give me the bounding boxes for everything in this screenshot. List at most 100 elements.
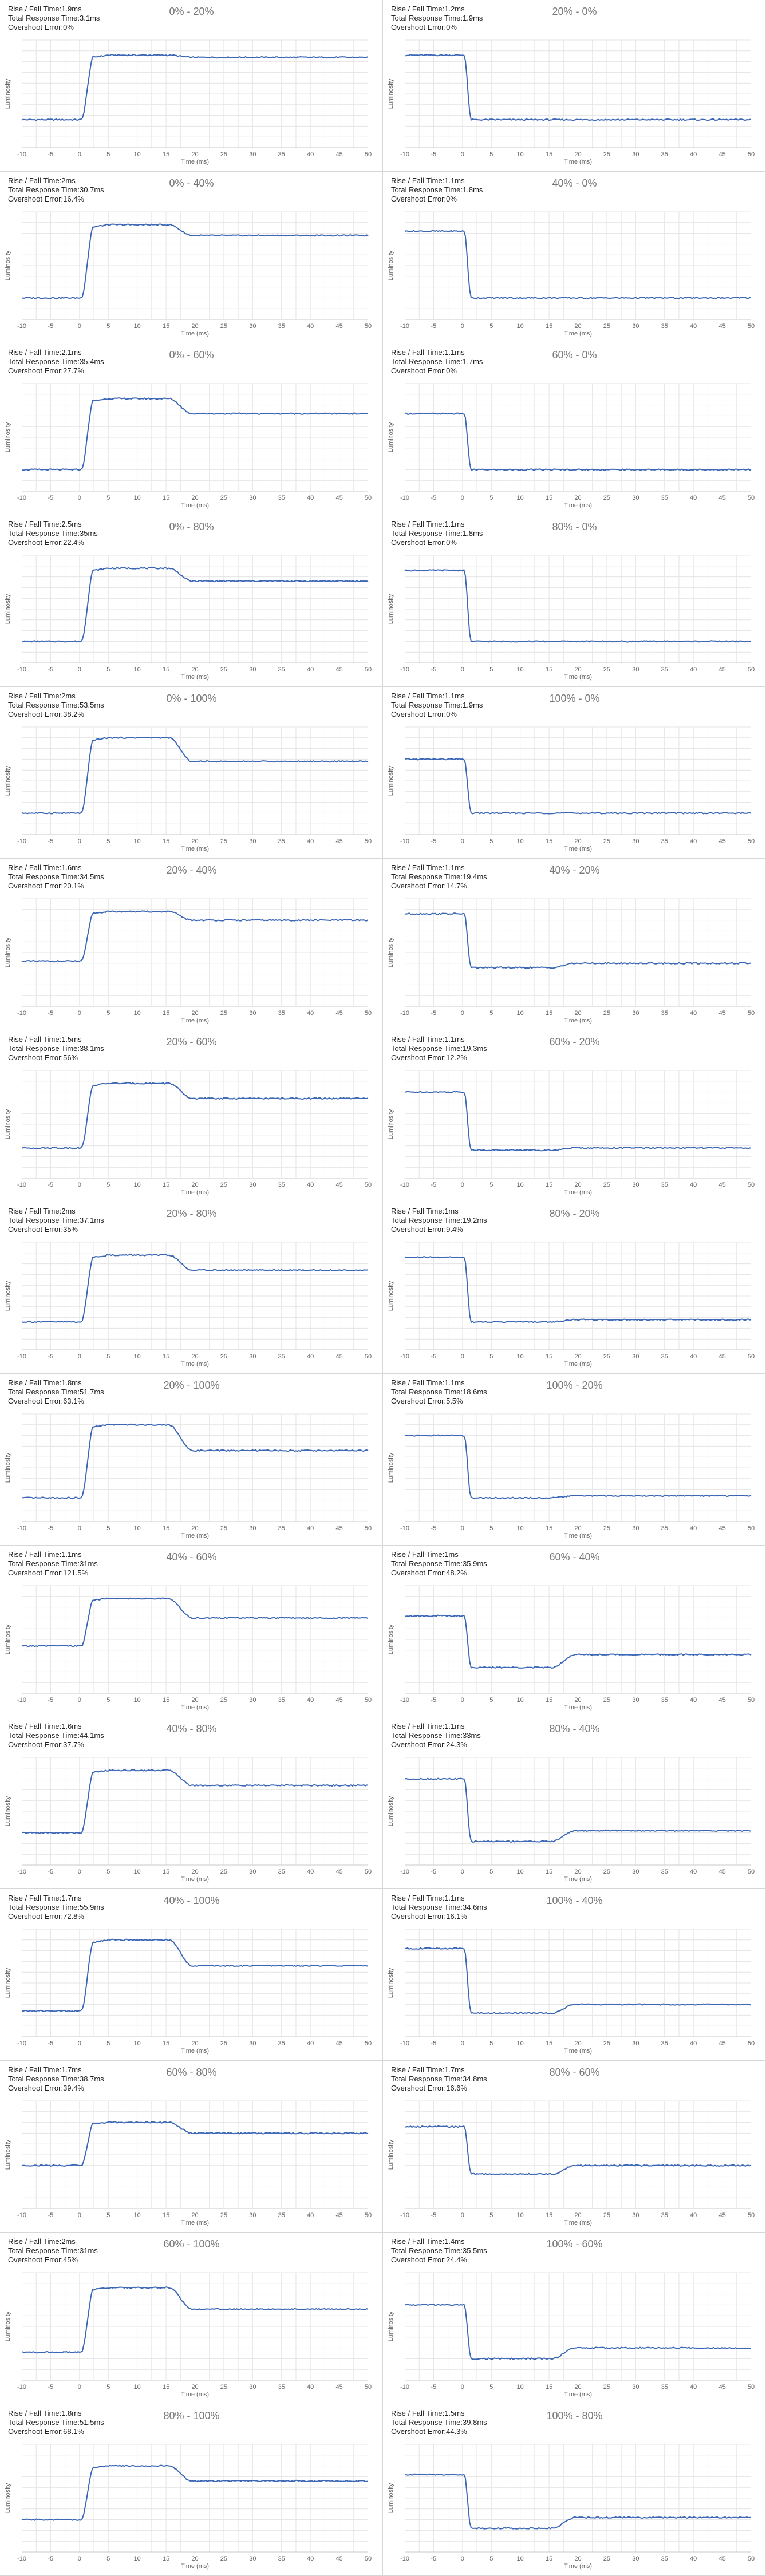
x-tick-label: 5 [489, 666, 493, 673]
x-axis-label: Time (ms) [181, 159, 209, 165]
y-axis-label: Luminosity [388, 1624, 394, 1654]
x-tick-label: 50 [748, 1697, 755, 1704]
chart-plot: -10 -5 0 5 10 15 20 25 30 35 40 45 50 Time (ms) Lumino… [5, 383, 372, 509]
x-tick-label: 0 [461, 2212, 464, 2219]
overshoot-error-line: Overshoot Error:27.7% [8, 366, 104, 376]
luminosity-trace [21, 223, 369, 299]
x-tick-label: 50 [748, 666, 755, 673]
overshoot-error-value: 16.6% [446, 2084, 467, 2092]
rise-fall-time-line: Rise / Fall Time:1.1ms [391, 692, 483, 701]
stats-block: Rise / Fall Time:2.5ms Total Response Tim… [8, 520, 98, 547]
rise-fall-time-label: Rise / Fall Time: [8, 2065, 62, 2074]
overshoot-error-line: Overshoot Error:37.7% [8, 1740, 104, 1749]
overshoot-error-label: Overshoot Error: [391, 1225, 447, 1234]
x-tick-label: -10 [17, 323, 26, 330]
x-tick-label: -10 [400, 838, 409, 845]
x-tick-label: -5 [48, 151, 54, 158]
rise-fall-time-value: 1.5ms [444, 2409, 465, 2417]
x-tick-label: 10 [134, 2384, 141, 2391]
stats-block: Rise / Fall Time:1.1ms Total Response Tim… [391, 176, 483, 204]
rise-fall-time-line: Rise / Fall Time:1ms [391, 1207, 487, 1216]
x-tick-label: 35 [661, 2040, 668, 2047]
x-tick-label: -5 [431, 2555, 437, 2562]
x-tick-label: 25 [220, 1182, 227, 1188]
x-tick-label: 5 [489, 838, 493, 845]
x-tick-label: 30 [249, 495, 256, 501]
chart-panel: -10 -5 0 5 10 15 20 25 30 35 40 45 50 Time (ms) Lumino… [0, 687, 383, 859]
x-tick-label: 35 [278, 1010, 285, 1017]
x-tick-label: 20 [574, 2212, 581, 2219]
x-tick-label: 5 [106, 2040, 110, 2047]
x-tick-label: 30 [249, 1353, 256, 1360]
x-tick-label: 25 [220, 2212, 227, 2219]
x-tick-label: 25 [220, 2384, 227, 2391]
x-tick-label: 45 [335, 1525, 342, 1532]
x-tick-label: 45 [718, 2040, 725, 2047]
x-tick-label: 50 [365, 1525, 372, 1532]
x-tick-label: 15 [163, 323, 169, 330]
total-response-time-value: 35.5ms [463, 2246, 487, 2255]
rise-fall-time-value: 1.1ms [444, 1035, 465, 1044]
rise-fall-time-label: Rise / Fall Time: [8, 692, 62, 700]
total-response-time-line: Total Response Time:44.1ms [8, 1731, 104, 1740]
x-tick-label: 30 [249, 838, 256, 845]
total-response-time-value: 1.7ms [463, 357, 483, 366]
total-response-time-label: Total Response Time: [391, 1559, 463, 1568]
stats-block: Rise / Fall Time:1ms Total Response Time:… [391, 1207, 487, 1234]
x-tick-label: 45 [335, 1697, 342, 1704]
rise-fall-time-line: Rise / Fall Time:1.4ms [391, 2237, 487, 2246]
x-axis-label: Time (ms) [564, 2219, 592, 2226]
stats-block: Rise / Fall Time:1.7ms Total Response Tim… [8, 2065, 104, 2093]
x-tick-label: 15 [163, 1353, 169, 1360]
overshoot-error-line: Overshoot Error:14.7% [391, 882, 487, 891]
chart-title: 40% - 20% [549, 864, 600, 876]
rise-fall-time-label: Rise / Fall Time: [391, 863, 445, 872]
x-tick-label: 0 [461, 151, 464, 158]
x-tick-label: -5 [48, 1353, 54, 1360]
x-tick-label: 40 [307, 495, 314, 501]
overshoot-error-value: 37.7% [63, 1740, 84, 1749]
stats-block: Rise / Fall Time:1.1ms Total Response Tim… [391, 692, 483, 719]
rise-fall-time-value: 1.1ms [444, 692, 465, 700]
y-axis-label: Luminosity [388, 2311, 394, 2341]
y-axis-label: Luminosity [5, 250, 11, 280]
chart-panel: -10 -5 0 5 10 15 20 25 30 35 40 45 50 Time (ms) Lumino… [0, 1889, 383, 2061]
x-tick-label: 10 [517, 1353, 524, 1360]
rise-fall-time-label: Rise / Fall Time: [391, 176, 445, 185]
x-tick-label: -10 [400, 1525, 409, 1532]
x-tick-label: 20 [191, 151, 198, 158]
chart-plot: -10 -5 0 5 10 15 20 25 30 35 40 45 50 Time (ms) Lumino… [388, 1757, 755, 1883]
total-response-time-line: Total Response Time:1.9ms [391, 14, 483, 23]
x-tick-label: 45 [335, 666, 342, 673]
x-tick-label: 50 [365, 1182, 372, 1188]
x-tick-label: 10 [134, 1353, 141, 1360]
x-tick-label: -5 [431, 666, 437, 673]
total-response-time-value: 31ms [80, 1559, 98, 1568]
chart-title: 60% - 100% [163, 2238, 220, 2250]
overshoot-error-value: 0% [446, 366, 457, 375]
x-tick-label: 5 [106, 495, 110, 501]
x-tick-label: -5 [48, 1010, 54, 1017]
total-response-time-line: Total Response Time:39.8ms [391, 2418, 487, 2427]
rise-fall-time-line: Rise / Fall Time:2ms [8, 2237, 98, 2246]
total-response-time-line: Total Response Time:38.1ms [8, 1044, 104, 1053]
rise-fall-time-line: Rise / Fall Time:1.7ms [391, 2065, 487, 2075]
total-response-time-label: Total Response Time: [391, 2418, 463, 2427]
x-tick-label: -5 [431, 323, 437, 330]
x-tick-label: 30 [632, 1182, 639, 1188]
chart-plot: -10 -5 0 5 10 15 20 25 30 35 40 45 50 Time (ms) Lumino… [5, 1585, 372, 1711]
chart-panel: -10 -5 0 5 10 15 20 25 30 35 40 45 50 Time (ms) Lumino… [383, 0, 766, 172]
total-response-time-value: 18.6ms [463, 1388, 487, 1396]
rise-fall-time-line: Rise / Fall Time:1.8ms [8, 2409, 104, 2418]
x-axis-label: Time (ms) [181, 1017, 209, 1024]
x-tick-label: 30 [249, 1525, 256, 1532]
x-tick-label: 20 [191, 323, 198, 330]
luminosity-trace [404, 2304, 752, 2360]
x-tick-label: 20 [191, 2212, 198, 2219]
x-tick-label: 0 [78, 2384, 81, 2391]
stats-block: Rise / Fall Time:1.6ms Total Response Tim… [8, 1722, 104, 1749]
rise-fall-time-label: Rise / Fall Time: [391, 1035, 445, 1044]
total-response-time-value: 19.3ms [463, 1044, 487, 1053]
rise-fall-time-label: Rise / Fall Time: [391, 1722, 445, 1730]
x-tick-label: 15 [546, 151, 552, 158]
